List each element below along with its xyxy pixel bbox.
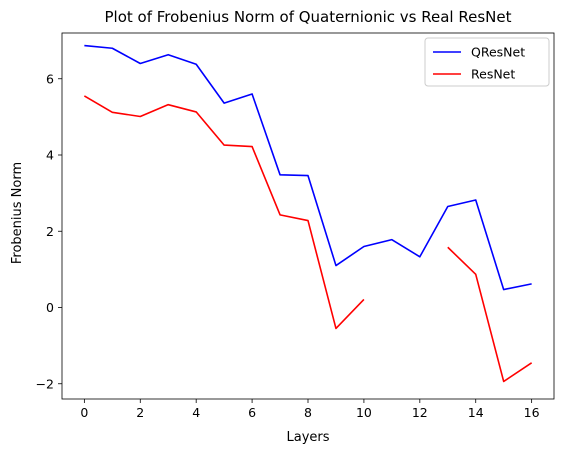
x-tick-label: 0 [80,405,88,420]
x-tick-label: 4 [192,405,200,420]
y-tick-label: 2 [46,224,54,239]
y-axis-label: Frobenius Norm [10,162,25,264]
x-tick-label: 12 [412,405,428,420]
x-tick-label: 16 [524,405,540,420]
x-tick-label: 10 [356,405,372,420]
legend-label-resnet: ResNet [471,67,515,82]
y-tick-label: −2 [36,376,54,391]
series-line-qresnet [84,44,532,291]
x-axis-ticks: 0 2 4 6 8 10 12 14 16 [80,399,540,420]
series-group [83,44,533,383]
x-tick-label: 8 [304,405,312,420]
chart-title: Plot of Frobenius Norm of Quaternionic v… [105,8,512,26]
x-axis-label: Layers [286,430,329,445]
y-tick-label: 0 [46,300,54,315]
y-tick-label: 6 [46,71,54,86]
legend-label-qresnet: QResNet [471,45,525,60]
legend: QResNet ResNet [424,37,550,87]
x-tick-label: 14 [468,405,484,420]
y-tick-label: 4 [46,148,54,163]
series-line-resnet [83,95,533,383]
x-tick-label: 6 [248,405,256,420]
x-tick-label: 2 [136,405,144,420]
y-axis-ticks: −2 0 2 4 6 [36,71,62,391]
